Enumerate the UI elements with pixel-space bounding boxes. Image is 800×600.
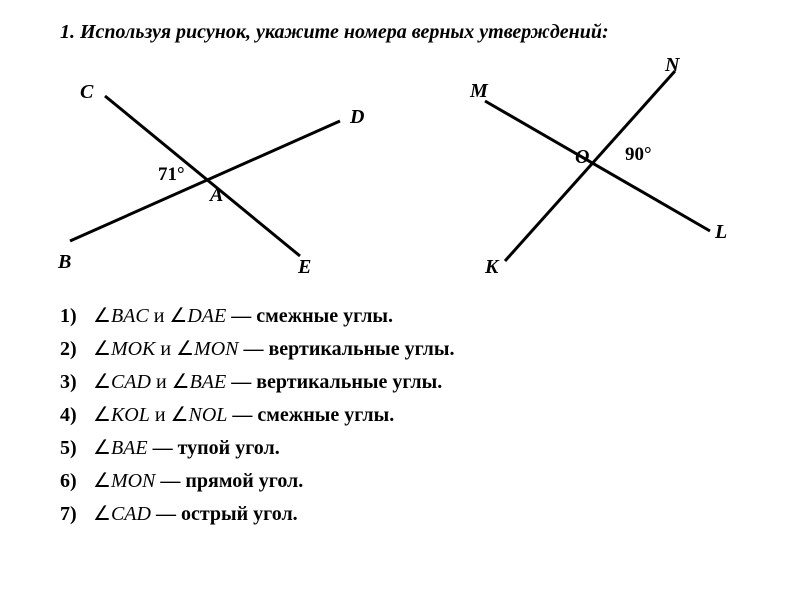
angle-symbol-2: ∠ <box>176 338 194 360</box>
label-O: O <box>575 146 589 169</box>
desc: — вертикальные углы. <box>238 338 454 360</box>
angle-1: CAD <box>111 503 151 525</box>
angle-1: BAC <box>111 305 149 327</box>
stmt-num: 6) <box>60 466 88 497</box>
angle-2: NOL <box>188 404 227 426</box>
label-B: B <box>58 251 71 274</box>
angle-90: 90° <box>625 144 652 166</box>
statements-list: 1) ∠BAC и ∠DAE — смежные углы.2) ∠MOK и … <box>30 301 770 530</box>
angle-symbol: ∠ <box>93 305 111 327</box>
line-BD <box>70 121 340 241</box>
desc: — смежные углы. <box>226 305 393 327</box>
desc: — тупой угол. <box>148 437 280 459</box>
angle-symbol-2: ∠ <box>169 305 187 327</box>
statement-6: 6) ∠MON — прямой угол. <box>60 466 770 497</box>
statement-7: 7) ∠CAD — острый угол. <box>60 499 770 530</box>
stmt-num: 5) <box>60 433 88 464</box>
statement-4: 4) ∠KOL и ∠NOL — смежные углы. <box>60 400 770 431</box>
diagrams: C D B E A 71° N M K L O 90° <box>30 56 770 286</box>
statement-1: 1) ∠BAC и ∠DAE — смежные углы. <box>60 301 770 332</box>
statement-2: 2) ∠MOK и ∠MON — вертикальные углы. <box>60 334 770 365</box>
line-ML <box>485 101 710 231</box>
diagram-left-svg <box>60 66 370 276</box>
question-number: 1. <box>60 21 75 43</box>
conj: и <box>155 338 176 360</box>
conj: и <box>150 404 171 426</box>
label-L: L <box>715 221 727 244</box>
desc: — острый угол. <box>151 503 298 525</box>
angle-symbol: ∠ <box>93 470 111 492</box>
angle-1: MOK <box>111 338 155 360</box>
diagram-right: N M K L O 90° <box>430 66 740 276</box>
angle-2: MON <box>194 338 238 360</box>
angle-1: MON <box>111 470 155 492</box>
angle-symbol: ∠ <box>93 404 111 426</box>
stmt-num: 7) <box>60 499 88 530</box>
conj: и <box>149 305 170 327</box>
line-CE <box>105 96 300 256</box>
desc: — вертикальные углы. <box>226 371 442 393</box>
label-D: D <box>350 106 364 129</box>
label-N: N <box>665 54 679 77</box>
angle-1: CAD <box>111 371 151 393</box>
statement-3: 3) ∠CAD и ∠BAE — вертикальные углы. <box>60 367 770 398</box>
diagram-left: C D B E A 71° <box>60 66 370 276</box>
conj: и <box>151 371 172 393</box>
label-C: C <box>80 81 93 104</box>
statement-5: 5) ∠BAE — тупой угол. <box>60 433 770 464</box>
stmt-num: 3) <box>60 367 88 398</box>
question-body: Используя рисунок, укажите номера верных… <box>80 21 609 43</box>
angle-symbol: ∠ <box>93 437 111 459</box>
angle-symbol-2: ∠ <box>171 404 189 426</box>
stmt-num: 1) <box>60 301 88 332</box>
desc: — смежные углы. <box>227 404 394 426</box>
label-A: A <box>210 184 223 207</box>
angle-symbol: ∠ <box>93 371 111 393</box>
desc: — прямой угол. <box>155 470 303 492</box>
label-E: E <box>298 256 311 279</box>
angle-71: 71° <box>158 164 185 186</box>
angle-symbol: ∠ <box>93 338 111 360</box>
stmt-num: 2) <box>60 334 88 365</box>
angle-symbol: ∠ <box>93 503 111 525</box>
label-K: K <box>485 256 498 279</box>
label-M: M <box>470 80 488 103</box>
angle-2: DAE <box>187 305 226 327</box>
line-NK <box>505 71 675 261</box>
angle-1: BAE <box>111 437 148 459</box>
stmt-num: 4) <box>60 400 88 431</box>
angle-symbol-2: ∠ <box>172 371 190 393</box>
question-text: 1. Используя рисунок, укажите номера вер… <box>30 18 770 46</box>
angle-1: KOL <box>111 404 150 426</box>
angle-2: BAE <box>190 371 227 393</box>
